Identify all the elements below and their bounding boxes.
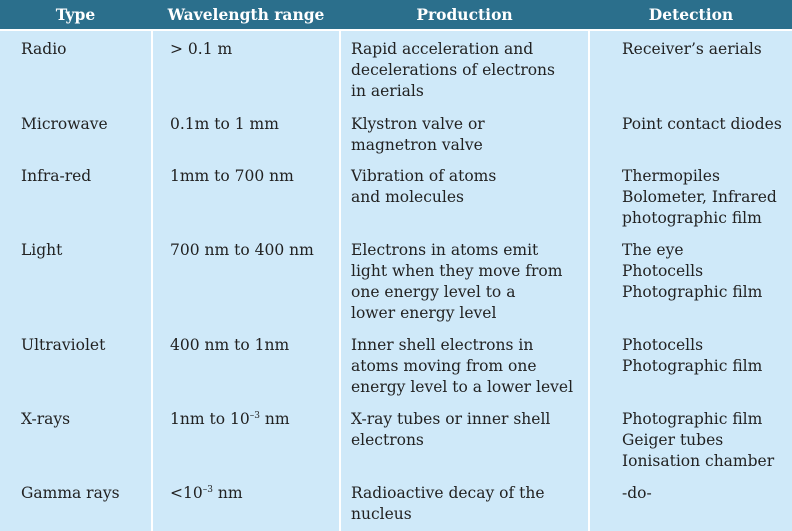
production-line: atoms moving from one: [351, 357, 537, 375]
row-infrared-wavelength: 1mm to 700 nm: [170, 167, 294, 185]
wavelength-exponent: –3: [202, 484, 213, 495]
detection-line: -do-: [622, 484, 652, 502]
row-xrays-type: X-rays: [21, 410, 71, 428]
detection-line: Geiger tubes: [622, 431, 724, 449]
row-light-production: Electrons in atoms emit light when they …: [351, 240, 562, 324]
row-infrared-production: Vibration of atoms and molecules: [351, 166, 496, 208]
row-gamma-type: Gamma rays: [21, 484, 120, 502]
production-line: Inner shell electrons in: [351, 336, 534, 354]
header-detection: Detection: [648, 5, 734, 24]
header-production: Production: [416, 5, 513, 24]
detection-line: Bolometer, Infrared: [622, 188, 777, 206]
row-ultraviolet-production: Inner shell electrons in atoms moving fr…: [351, 335, 573, 398]
production-line: Radioactive decay of the: [351, 484, 545, 502]
row-microwave-type: Microwave: [21, 115, 108, 133]
row-microwave-wavelength: 0.1m to 1 mm: [170, 115, 279, 133]
production-line: in aerials: [351, 82, 424, 100]
detection-line: Point contact diodes: [622, 115, 782, 133]
wavelength-base: <10: [170, 484, 203, 502]
detection-line: Receiver’s aerials: [622, 40, 762, 58]
row-ultraviolet-type: Ultraviolet: [21, 336, 106, 354]
table-header: Type Wavelength range Production Detecti…: [0, 0, 792, 29]
row-microwave-detection: Point contact diodes: [622, 114, 782, 135]
production-line: energy level to a lower level: [351, 378, 574, 396]
row-ultraviolet-detection: Photocells Photographic film: [622, 335, 762, 377]
row-radio-wavelength: > 0.1 m: [170, 40, 233, 58]
row-radio-production: Rapid acceleration and decelerations of …: [351, 39, 555, 102]
row-light-wavelength: 700 nm to 400 nm: [170, 241, 314, 259]
production-column: [341, 31, 588, 531]
wavelength-base: 1nm to 10: [170, 410, 250, 428]
detection-line: Photocells: [622, 262, 704, 280]
row-gamma-production: Radioactive decay of the nucleus: [351, 483, 545, 525]
detection-line: Ionisation chamber: [622, 452, 775, 470]
detection-line: photographic film: [622, 209, 762, 227]
row-radio-detection: Receiver’s aerials: [622, 39, 762, 60]
row-gamma-detection: -do-: [622, 483, 652, 504]
detection-line: Thermopiles: [622, 167, 720, 185]
production-line: lower energy level: [351, 304, 497, 322]
row-microwave-production: Klystron valve or magnetron valve: [351, 114, 485, 156]
row-infrared-detection: Thermopiles Bolometer, Infrared photogra…: [622, 166, 777, 229]
detection-column: [590, 31, 792, 531]
production-line: X-ray tubes or inner shell: [351, 410, 551, 428]
wavelength-column: [153, 31, 339, 531]
production-line: Klystron valve or: [351, 115, 485, 133]
production-line: and molecules: [351, 188, 464, 206]
row-xrays-production: X-ray tubes or inner shell electrons: [351, 409, 550, 451]
production-line: Electrons in atoms emit: [351, 241, 539, 259]
row-light-detection: The eye Photocells Photographic film: [622, 240, 762, 303]
row-gamma-wavelength: <10–3 nm: [170, 483, 243, 504]
production-line: Vibration of atoms: [351, 167, 497, 185]
row-infrared-type: Infra-red: [21, 167, 92, 185]
production-line: nucleus: [351, 505, 412, 523]
detection-line: Photographic film: [622, 357, 763, 375]
detection-line: Photocells: [622, 336, 704, 354]
row-xrays-detection: Photographic film Geiger tubes Ionisatio…: [622, 409, 774, 472]
detection-line: Photographic film: [622, 410, 763, 428]
row-light-type: Light: [21, 241, 63, 259]
production-line: magnetron valve: [351, 136, 483, 154]
production-line: light when they move from: [351, 262, 563, 280]
row-radio-type: Radio: [21, 40, 67, 58]
header-wavelength: Wavelength range: [167, 5, 325, 24]
row-xrays-wavelength: 1nm to 10–3 nm: [170, 409, 290, 430]
wavelength-unit: nm: [212, 484, 243, 502]
production-line: one energy level to a: [351, 283, 516, 301]
detection-line: Photographic film: [622, 283, 763, 301]
row-ultraviolet-wavelength: 400 nm to 1nm: [170, 336, 290, 354]
production-line: decelerations of electrons: [351, 61, 555, 79]
wavelength-exponent: –3: [249, 410, 260, 421]
wavelength-unit: nm: [259, 410, 290, 428]
header-type: Type: [55, 5, 96, 24]
detection-line: The eye: [622, 241, 684, 259]
type-column: [0, 31, 151, 531]
production-line: electrons: [351, 431, 424, 449]
production-line: Rapid acceleration and: [351, 40, 534, 58]
